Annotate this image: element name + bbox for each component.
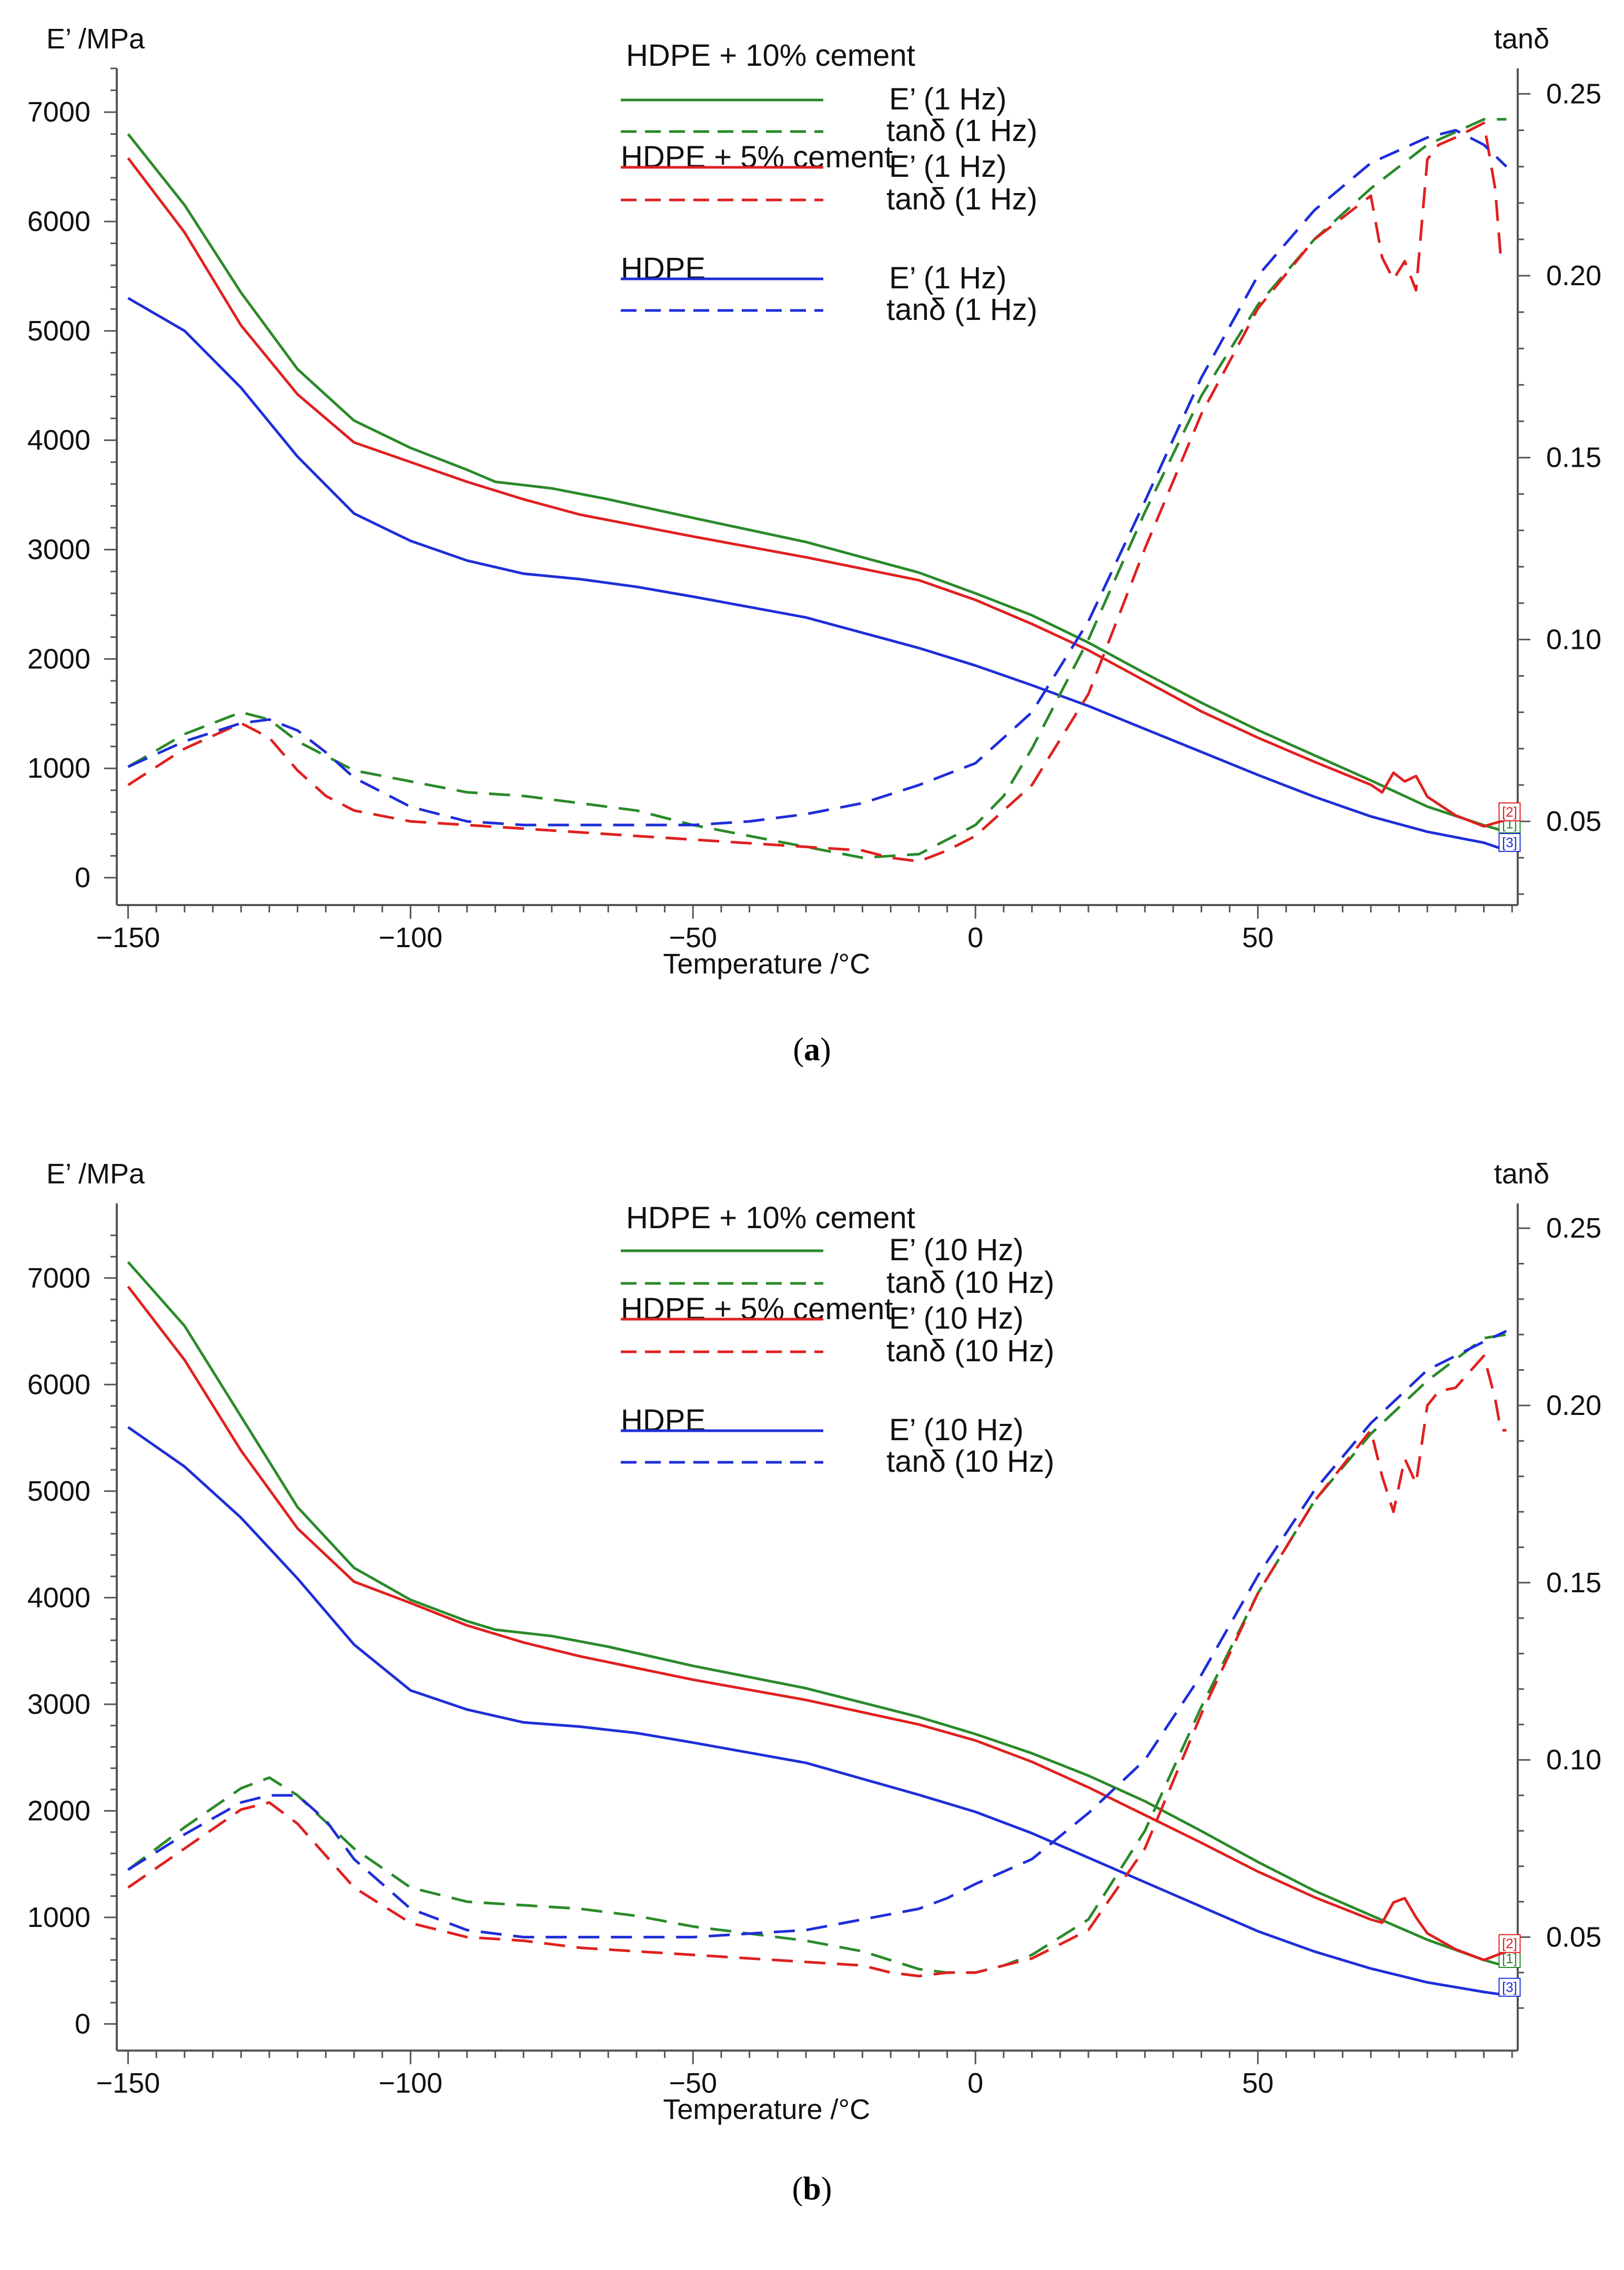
- x-tick-label: −100: [379, 922, 443, 953]
- svg-text:[2]: [2]: [1502, 1936, 1517, 1952]
- y-left-tick-label: 3000: [27, 534, 90, 566]
- y-left-tick-label: 2000: [27, 1795, 90, 1826]
- y-right-tick-label: 0.05: [1546, 806, 1601, 837]
- series-end-marker: [2]: [1498, 1934, 1521, 1953]
- storage-modulus-series-line: [127, 1285, 1507, 1962]
- y-left-tick-label: 5000: [27, 315, 90, 347]
- x-tick-label: 50: [1242, 2067, 1274, 2099]
- x-tick-label: 50: [1242, 922, 1274, 953]
- x-axis-label: Temperature /°C: [663, 948, 870, 980]
- y-right-tick-label: 0.05: [1546, 1921, 1601, 1953]
- series-end-marker: [3]: [1498, 1977, 1521, 1997]
- x-tick-label: −100: [379, 2067, 443, 2099]
- panel-b: −150 −100 −50 0 50 Temperature /°C 0 1000 2000 30…: [0, 1135, 1624, 2270]
- legend-entry-label: E’ (10 Hz): [889, 1301, 1024, 1335]
- storage-modulus-series-line: [127, 1261, 1507, 1968]
- chart-a: −150 −100 −50 0 50 Temperature /°C 0 1000 2000 30…: [27, 23, 1601, 980]
- legend-entry-label: E’ (10 Hz): [889, 1413, 1024, 1447]
- y-left-tick-label: 1000: [27, 1902, 90, 1933]
- y-right-tick-label: 0.20: [1546, 260, 1601, 292]
- y-right-axis-label: tanδ: [1494, 1158, 1549, 1190]
- y-left-axis-label: E’ /MPa: [46, 1158, 145, 1190]
- tan-delta-series-line: [127, 1354, 1507, 1977]
- y-left-tick-label: 4000: [27, 1582, 90, 1613]
- y-left-tick-label: 0: [75, 2008, 90, 2040]
- storage-modulus-series-line: [127, 157, 1507, 828]
- tan-delta-series-line: [127, 122, 1507, 863]
- y-left-axis-label: E’ /MPa: [46, 23, 145, 55]
- y-right-tick-label: 0.15: [1546, 442, 1601, 474]
- y-left-tick-label: 4000: [27, 425, 90, 456]
- legend-group-title: HDPE + 5% cement: [621, 1292, 893, 1326]
- legend-group-title: HDPE + 10% cement: [626, 38, 915, 73]
- y-right-tick-label: 0.10: [1546, 1744, 1601, 1776]
- legend-entry-label: tanδ (10 Hz): [886, 1334, 1054, 1368]
- y-right-axis-label: tanδ: [1494, 23, 1549, 55]
- legend-entry-label: E’ (1 Hz): [889, 82, 1006, 116]
- y-left-tick-label: 1000: [27, 752, 90, 784]
- x-axis-label: Temperature /°C: [663, 2094, 870, 2125]
- legend-group-title: HDPE + 5% cement: [621, 140, 893, 174]
- storage-modulus-series-line: [127, 297, 1507, 852]
- tan-delta-series-line: [127, 1333, 1507, 1974]
- panel-a: −150 −100 −50 0 50 Temperature /°C 0 1000 2000 30…: [27, 23, 1601, 1068]
- chart-b: −150 −100 −50 0 50 Temperature /°C 0 1000 2000 30…: [27, 1158, 1601, 2125]
- y-left-tick-label: 6000: [27, 1369, 90, 1400]
- legend-entry-label: E’ (1 Hz): [889, 261, 1006, 295]
- legend-entry-label: tanδ (10 Hz): [886, 1444, 1054, 1479]
- y-left-tick-label: 2000: [27, 643, 90, 675]
- caption-b: (b): [792, 2171, 832, 2207]
- y-left-tick-label: 5000: [27, 1475, 90, 1507]
- series-end-marker: [3]: [1498, 833, 1521, 852]
- x-tick-label: −150: [96, 2067, 160, 2099]
- y-right-tick-label: 0.25: [1546, 1212, 1601, 1244]
- legend-entry-label: tanδ (1 Hz): [886, 114, 1037, 148]
- y-right-tick-label: 0.15: [1546, 1567, 1601, 1599]
- tan-delta-series-line: [127, 129, 1508, 827]
- legend-entry-label: tanδ (10 Hz): [886, 1265, 1054, 1300]
- legend-group-title: HDPE: [621, 1403, 705, 1438]
- y-left-tick-label: 0: [75, 862, 90, 893]
- y-right-tick-label: 0.10: [1546, 624, 1601, 655]
- x-tick-label: 0: [967, 922, 983, 953]
- tan-delta-series-line: [127, 118, 1507, 859]
- y-right-tick-label: 0.25: [1546, 78, 1601, 109]
- legend-group-title: HDPE + 10% cement: [626, 1201, 915, 1235]
- svg-text:[3]: [3]: [1502, 835, 1517, 850]
- svg-text:[2]: [2]: [1502, 804, 1517, 820]
- y-left-tick-label: 3000: [27, 1689, 90, 1720]
- x-tick-label: −50: [669, 922, 717, 953]
- series-end-marker: [2]: [1498, 802, 1521, 821]
- x-tick-label: −150: [96, 922, 160, 953]
- caption-a: (a): [793, 1032, 831, 1068]
- legend-entry-label: E’ (1 Hz): [889, 149, 1006, 184]
- legend-group-title: HDPE: [621, 252, 705, 286]
- legend-entry-label: E’ (10 Hz): [889, 1233, 1024, 1267]
- y-right-tick-label: 0.20: [1546, 1390, 1601, 1421]
- x-tick-label: −50: [669, 2067, 717, 2099]
- svg-text:[3]: [3]: [1502, 1980, 1517, 1995]
- tan-delta-series-line: [127, 1330, 1507, 1938]
- x-tick-label: 0: [967, 2067, 983, 2099]
- legend-entry-label: tanδ (1 Hz): [886, 293, 1037, 327]
- y-left-tick-label: 7000: [27, 96, 90, 128]
- storage-modulus-series-line: [127, 1426, 1507, 1997]
- y-left-tick-label: 6000: [27, 206, 90, 237]
- y-left-tick-label: 7000: [27, 1262, 90, 1294]
- storage-modulus-series-line: [127, 133, 1507, 833]
- legend-entry-label: tanδ (1 Hz): [886, 182, 1037, 216]
